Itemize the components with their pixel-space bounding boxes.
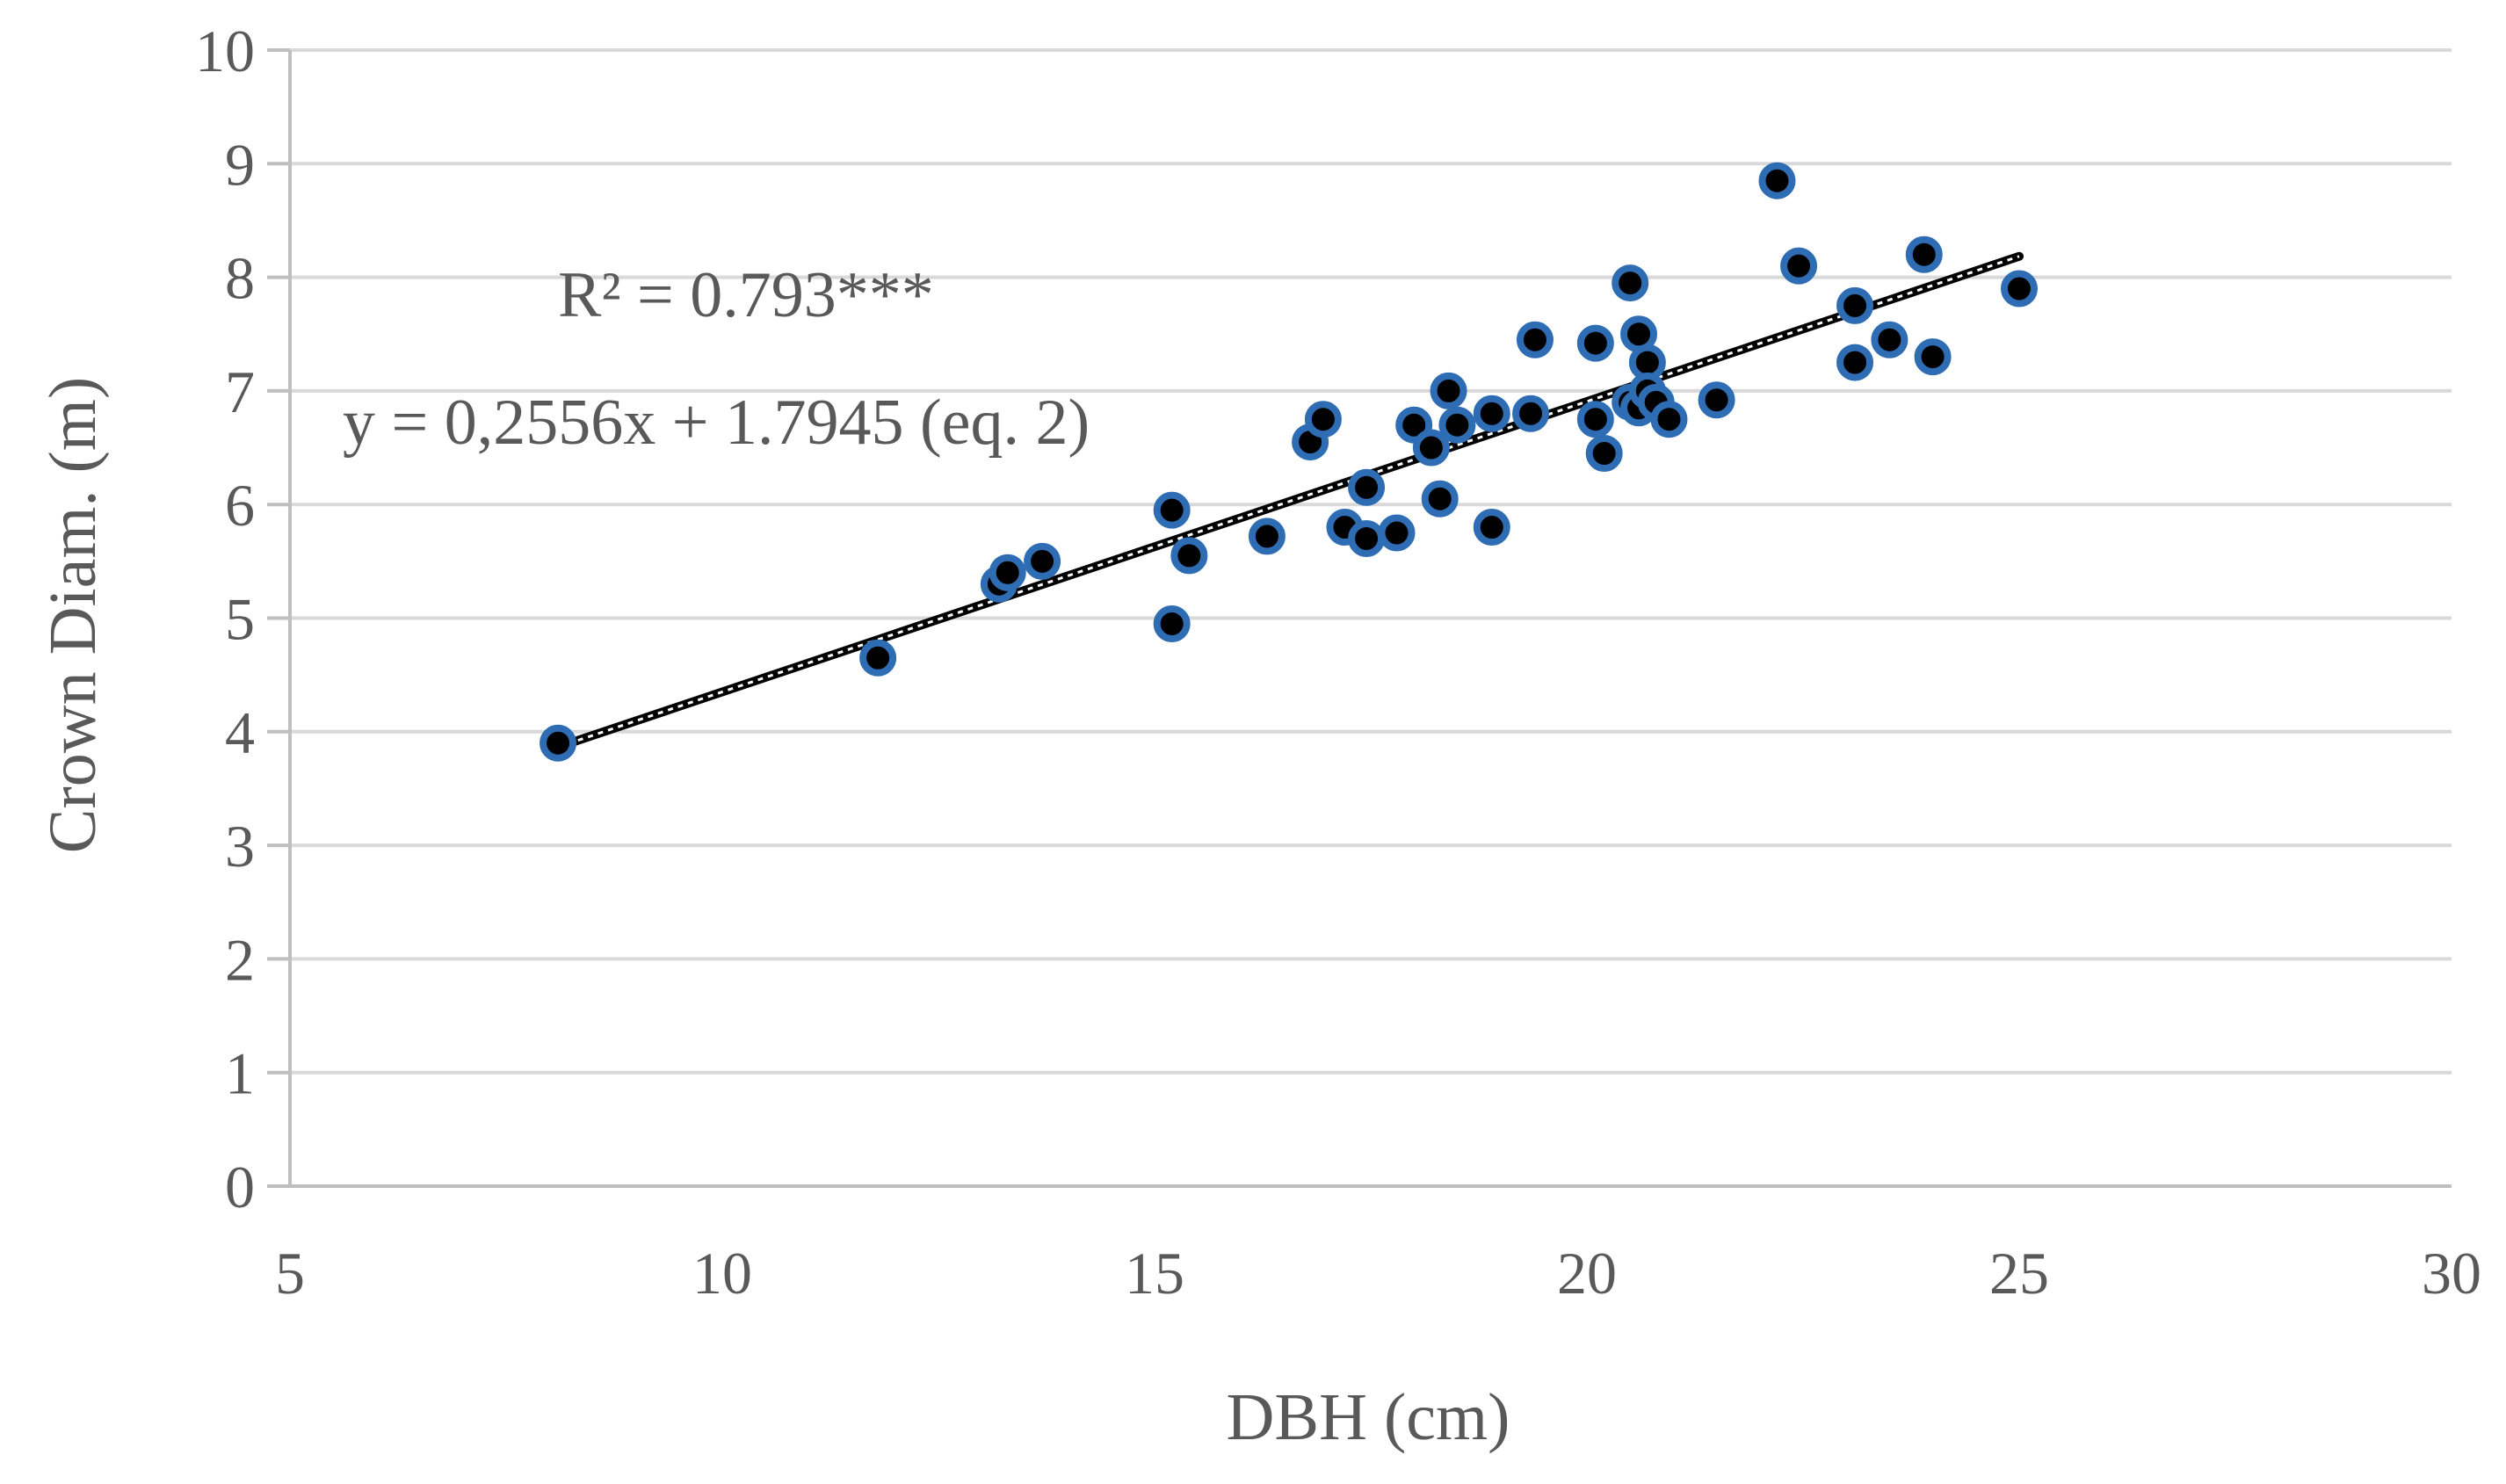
y-tick-label: 8 xyxy=(225,245,255,312)
y-tick-label: 9 xyxy=(225,131,255,198)
y-axis-title: Crown Diam. (m) xyxy=(36,377,110,853)
data-point xyxy=(1153,491,1191,529)
x-tick-label: 25 xyxy=(1989,1240,2049,1307)
data-point xyxy=(1412,429,1450,467)
data-point xyxy=(1024,542,1061,580)
data-point xyxy=(1914,338,1952,376)
data-point xyxy=(2001,270,2038,308)
x-tick-label: 15 xyxy=(1125,1240,1184,1307)
data-point xyxy=(1905,235,1943,273)
data-point xyxy=(540,724,577,762)
data-point xyxy=(1698,381,1735,419)
data-point xyxy=(1304,401,1342,438)
x-tick-label: 30 xyxy=(2422,1240,2481,1307)
x-tick-label: 5 xyxy=(275,1240,305,1307)
data-point xyxy=(1576,324,1614,362)
y-tick-label: 0 xyxy=(225,1154,255,1220)
x-tick-label: 10 xyxy=(692,1240,752,1307)
data-point xyxy=(1516,321,1554,358)
data-point xyxy=(1650,401,1688,438)
data-point xyxy=(1612,264,1649,302)
data-point xyxy=(1836,286,1874,324)
y-tick-label: 2 xyxy=(225,926,255,993)
r-squared-annotation: R² = 0.793*** xyxy=(558,259,934,331)
axes xyxy=(288,50,2452,1188)
y-tick-label: 10 xyxy=(195,18,255,84)
x-axis-title: DBH (cm) xyxy=(1227,1380,1510,1454)
data-point xyxy=(1836,344,1874,381)
y-tick-label: 1 xyxy=(225,1040,255,1107)
equation-annotation: y = 0,2556x + 1.7945 (eq. 2) xyxy=(343,387,1090,459)
data-point xyxy=(1473,395,1510,432)
data-point xyxy=(1170,537,1208,575)
data-point xyxy=(1758,162,1796,199)
y-tick-label: 4 xyxy=(225,699,255,766)
trendline-group xyxy=(554,251,2024,752)
data-point xyxy=(1780,247,1818,285)
data-point xyxy=(1248,518,1286,555)
trendline-dots xyxy=(557,255,2020,749)
data-point xyxy=(1421,480,1459,518)
data-point xyxy=(1438,406,1476,444)
data-point xyxy=(1576,401,1614,438)
y-tick-label: 7 xyxy=(225,358,255,425)
data-point xyxy=(989,554,1026,591)
y-tick-label: 5 xyxy=(225,586,255,653)
gridlines xyxy=(267,48,2452,1188)
data-point xyxy=(1348,519,1386,557)
x-tick-label: 20 xyxy=(1557,1240,1617,1307)
data-point xyxy=(1473,509,1510,547)
data-point xyxy=(1153,604,1191,642)
data-point xyxy=(1512,395,1550,432)
data-point xyxy=(1585,435,1623,473)
y-tick-label: 3 xyxy=(225,813,255,880)
y-tick-labels: 0 1 2 3 4 5 6 7 8 9 10 xyxy=(195,18,255,1220)
data-point xyxy=(1348,468,1386,506)
y-tick-label: 6 xyxy=(225,472,255,539)
data-point xyxy=(1378,514,1416,552)
data-point xyxy=(1430,372,1467,409)
data-point xyxy=(859,639,897,677)
data-points xyxy=(540,162,2038,762)
x-tick-labels: 5 10 15 20 25 30 xyxy=(275,1240,2481,1307)
data-point xyxy=(1871,321,1908,358)
